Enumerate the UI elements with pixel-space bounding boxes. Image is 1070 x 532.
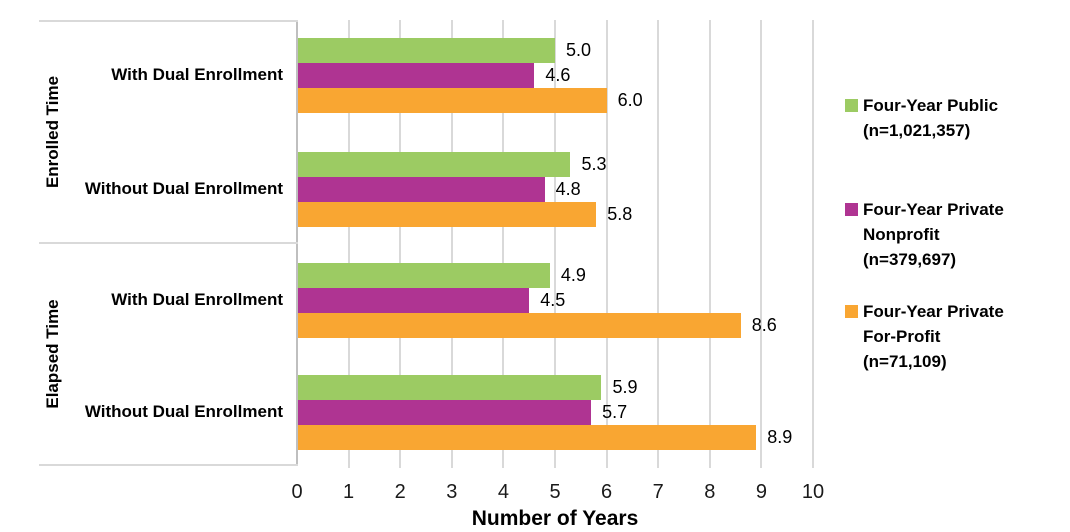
gridline-x-5	[554, 20, 556, 468]
bar-value-label: 8.6	[751, 315, 777, 335]
bar-group2-series1	[297, 152, 571, 177]
legend-label: Four-Year Private Nonprofit (n=379,697)	[863, 197, 1004, 272]
gridline-x-2	[399, 20, 402, 468]
bar-value-label: 6.0	[617, 90, 643, 110]
category-border-bottom	[39, 464, 298, 466]
x-tick-label-5: 5	[549, 481, 561, 503]
legend-label-line: (n=71,109)	[863, 352, 947, 371]
gridline-x-8	[708, 20, 711, 468]
bar-group3-series2	[297, 288, 530, 313]
legend-item-1: Four-Year Public (n=1,021,357)	[845, 93, 998, 143]
legend-label-line: Four-Year Private	[863, 200, 1004, 219]
x-tick-label-7: 7	[652, 481, 664, 503]
legend-label-line: (n=379,697)	[863, 250, 957, 269]
legend-label-line: (n=1,021,357)	[863, 121, 971, 140]
legend-label-line: Four-Year Private	[863, 302, 1004, 321]
bar-value-label: 4.6	[545, 65, 571, 85]
bar-value-label: 5.8	[607, 204, 633, 224]
bar-group4-series1	[297, 375, 602, 400]
bar-value-label: 5.0	[566, 40, 592, 60]
bar-value-label: 4.8	[555, 179, 581, 199]
x-tick-label-4: 4	[497, 481, 509, 503]
x-tick-label-10: 10	[801, 481, 825, 503]
gridline-x-1	[347, 20, 350, 468]
legend-swatch	[845, 305, 858, 318]
gridline-x-3	[450, 20, 453, 468]
legend-swatch	[845, 99, 858, 112]
category-label-elapsed-without: Without Dual Enrollment	[84, 402, 283, 421]
x-tick-label-9: 9	[755, 481, 767, 503]
bar-group1-series2	[297, 63, 535, 88]
x-tick-label-1: 1	[343, 481, 355, 503]
x-tick-label-6: 6	[601, 481, 613, 503]
bar-group3-series1	[297, 263, 550, 288]
gridline-x-4	[502, 20, 505, 468]
x-tick-label-2: 2	[394, 481, 406, 503]
legend-label: Four-Year Private For-Profit (n=71,109)	[863, 299, 1004, 374]
bar-group4-series2	[297, 400, 592, 425]
x-tick-label-8: 8	[704, 481, 716, 503]
category-label-elapsed-with: With Dual Enrollment	[111, 290, 283, 309]
x-tick-label-3: 3	[446, 481, 458, 503]
gridline-x-7	[657, 20, 660, 468]
gridline-x-9	[760, 20, 763, 468]
bar-group1-series1	[297, 38, 555, 63]
legend-item-3: Four-Year Private For-Profit (n=71,109)	[845, 299, 1004, 374]
legend-item-2: Four-Year Private Nonprofit (n=379,697)	[845, 197, 1004, 272]
category-label-enrolled-with: With Dual Enrollment	[111, 65, 283, 84]
section-label-enrolled-time: Enrolled Time	[43, 75, 62, 189]
category-border-middle	[39, 242, 298, 244]
legend-label-line: For-Profit	[863, 327, 941, 346]
bar-value-label: 5.7	[602, 402, 628, 422]
gridline-x-10	[812, 20, 814, 468]
category-border-top	[39, 20, 298, 22]
bar-group3-series3	[297, 313, 741, 338]
bar-value-label: 4.9	[560, 265, 586, 285]
gridline-x-6	[605, 20, 608, 468]
plot-area: 5.0 4.6 6.0 5.3 4.8 5.8 4.9 4.5 8.6 5.9 5.7 8.9	[297, 20, 814, 468]
category-label-enrolled-without: Without Dual Enrollment	[84, 179, 283, 198]
legend-label-line: Nonprofit	[863, 225, 940, 244]
section-label-elapsed-time: Elapsed Time	[43, 299, 62, 409]
bar-group2-series3	[297, 202, 597, 227]
bar-group1-series3	[297, 88, 607, 113]
bar-value-label: 4.5	[540, 290, 566, 310]
legend-label-line: Four-Year Public	[863, 96, 999, 115]
bar-group4-series3	[297, 425, 757, 450]
x-axis-title: Number of Years	[471, 507, 639, 530]
legend-swatch	[845, 203, 858, 216]
bar-value-label: 8.9	[767, 427, 793, 447]
bar-group2-series2	[297, 177, 545, 202]
x-tick-label-0: 0	[291, 481, 303, 503]
bar-value-label: 5.9	[612, 377, 638, 397]
bar-value-label: 5.3	[581, 154, 607, 174]
legend-label: Four-Year Public (n=1,021,357)	[863, 93, 998, 143]
